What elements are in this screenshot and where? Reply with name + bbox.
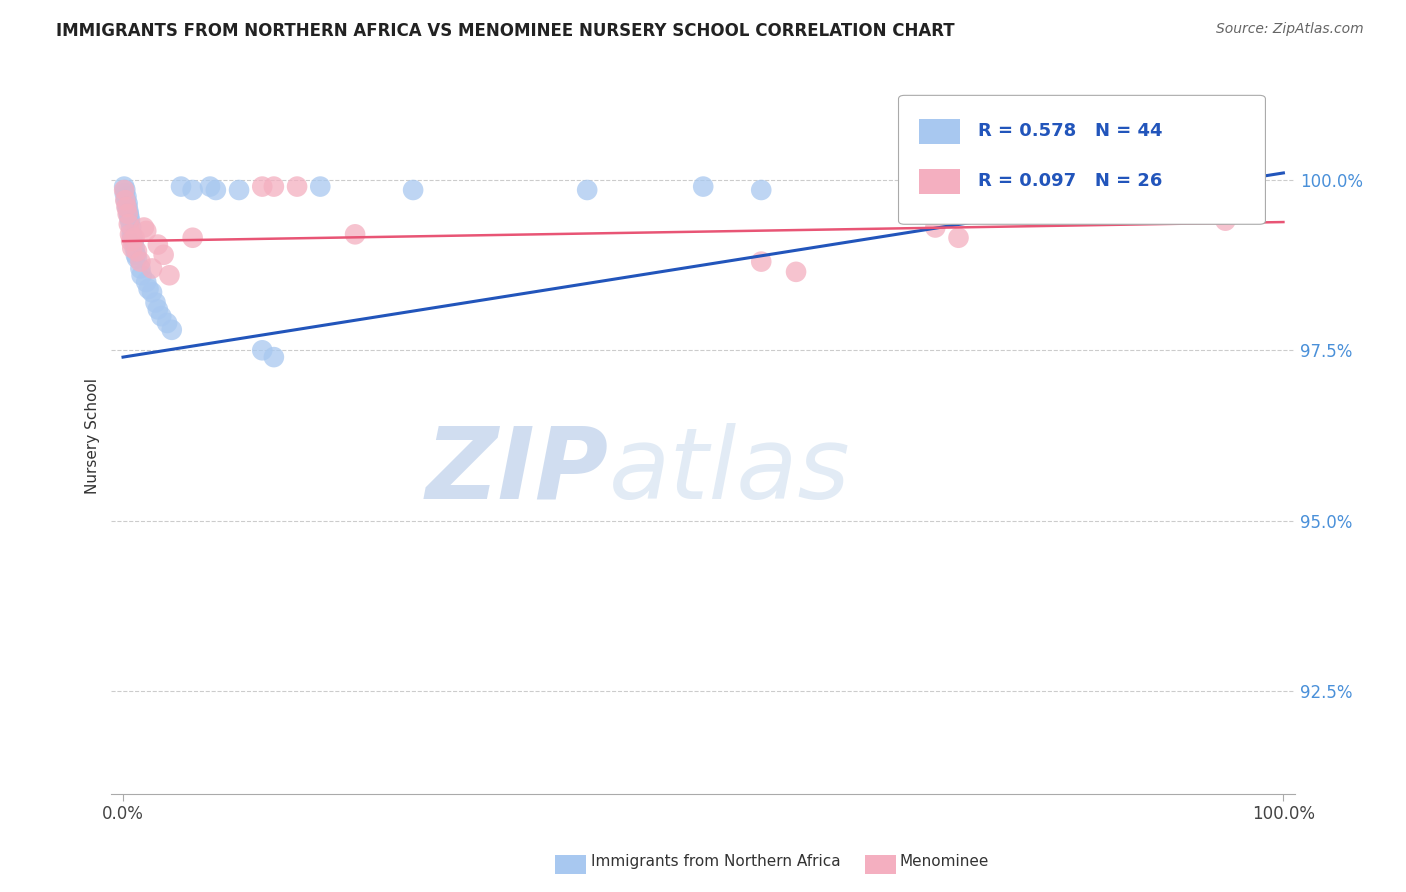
Point: [924, 220, 946, 235]
Point: [198, 179, 221, 194]
Point: [121, 227, 143, 242]
Point: [1226, 173, 1249, 187]
Text: IMMIGRANTS FROM NORTHERN AFRICA VS MENOMINEE NURSERY SCHOOL CORRELATION CHART: IMMIGRANTS FROM NORTHERN AFRICA VS MENOM…: [56, 22, 955, 40]
Point: [114, 183, 136, 197]
Point: [150, 309, 173, 323]
FancyBboxPatch shape: [898, 95, 1265, 224]
Point: [344, 227, 367, 242]
Point: [402, 183, 425, 197]
Point: [170, 179, 193, 194]
Point: [252, 179, 274, 194]
Point: [145, 295, 167, 310]
Text: Source: ZipAtlas.com: Source: ZipAtlas.com: [1216, 22, 1364, 37]
Point: [115, 200, 138, 214]
Point: [122, 234, 145, 248]
Point: [160, 323, 183, 337]
Point: [118, 227, 141, 242]
Text: atlas: atlas: [609, 423, 851, 520]
Text: Immigrants from Northern Africa: Immigrants from Northern Africa: [591, 855, 841, 869]
Y-axis label: Nursery School: Nursery School: [86, 377, 100, 493]
Point: [118, 211, 141, 225]
Point: [129, 254, 152, 268]
Point: [205, 183, 228, 197]
Point: [146, 237, 169, 252]
Point: [146, 302, 169, 317]
Point: [115, 193, 138, 207]
Point: [124, 231, 146, 245]
Point: [749, 183, 772, 197]
Point: [131, 268, 153, 283]
Point: [135, 275, 157, 289]
Point: [129, 261, 152, 276]
Text: ZIP: ZIP: [426, 423, 609, 520]
Point: [1215, 213, 1237, 227]
Point: [124, 241, 146, 255]
Point: [156, 316, 179, 330]
Point: [181, 231, 204, 245]
Point: [692, 179, 714, 194]
Text: R = 0.578   N = 44: R = 0.578 N = 44: [977, 122, 1163, 140]
Point: [125, 244, 148, 259]
Point: [309, 179, 332, 194]
Point: [1017, 183, 1039, 197]
FancyBboxPatch shape: [918, 119, 960, 144]
Point: [263, 179, 285, 194]
Point: [120, 234, 142, 248]
FancyBboxPatch shape: [918, 169, 960, 194]
Point: [981, 179, 1004, 194]
Point: [114, 186, 136, 201]
Point: [948, 231, 970, 245]
Point: [125, 251, 148, 265]
Point: [125, 248, 148, 262]
Point: [117, 207, 139, 221]
Point: [141, 285, 163, 300]
Point: [749, 254, 772, 268]
Point: [285, 179, 308, 194]
Point: [135, 224, 157, 238]
Point: [118, 213, 141, 227]
Point: [121, 231, 143, 245]
Point: [141, 261, 163, 276]
Point: [159, 268, 181, 283]
Text: Menominee: Menominee: [900, 855, 990, 869]
Point: [228, 183, 250, 197]
Point: [152, 248, 174, 262]
Point: [138, 282, 160, 296]
Point: [112, 179, 135, 194]
Point: [121, 241, 143, 255]
Point: [785, 265, 807, 279]
Point: [132, 220, 155, 235]
Point: [263, 350, 285, 364]
Point: [115, 190, 138, 204]
Point: [114, 193, 136, 207]
Point: [252, 343, 274, 358]
Point: [117, 203, 139, 218]
Point: [576, 183, 599, 197]
Point: [118, 207, 141, 221]
Point: [120, 220, 142, 235]
Point: [118, 217, 141, 231]
Point: [181, 183, 204, 197]
Point: [112, 183, 135, 197]
Point: [115, 200, 138, 214]
Point: [117, 196, 139, 211]
Text: R = 0.097   N = 26: R = 0.097 N = 26: [977, 172, 1163, 190]
